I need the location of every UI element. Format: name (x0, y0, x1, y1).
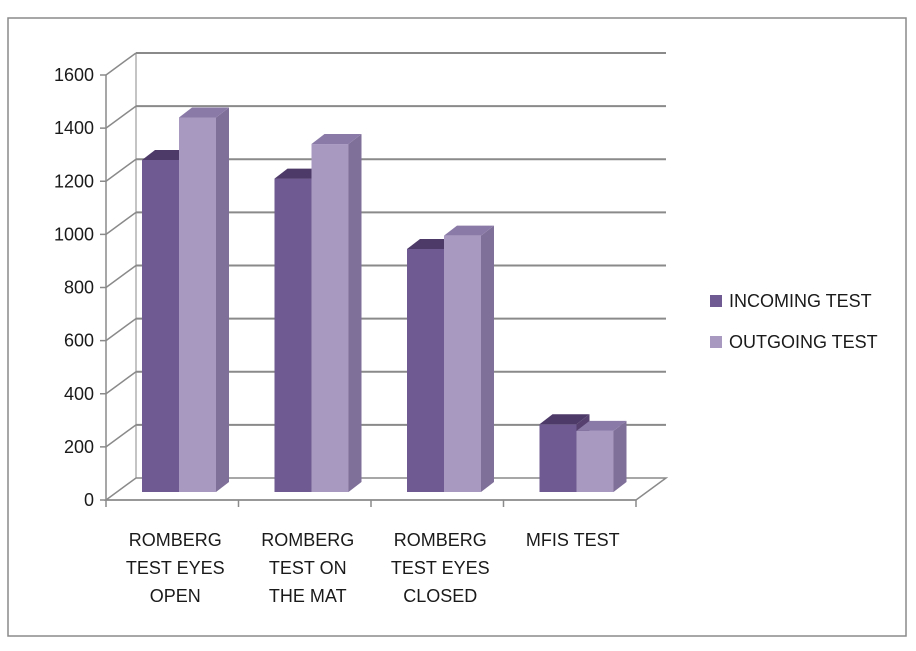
legend-label: OUTGOING TEST (729, 332, 878, 352)
y-tick-label: 800 (64, 278, 94, 298)
bar-top (179, 107, 229, 118)
x-tick-label: THE MAT (269, 586, 347, 606)
bar[interactable] (539, 424, 577, 492)
bar[interactable] (142, 159, 179, 492)
gridline-side (105, 424, 137, 448)
bar[interactable] (274, 178, 312, 492)
legend-swatch (710, 336, 722, 348)
bar[interactable] (179, 117, 216, 492)
y-tick-label: 1400 (54, 118, 94, 138)
x-tick-label: TEST EYES (391, 558, 490, 578)
y-tick-label: 1200 (54, 171, 94, 191)
bar[interactable] (311, 144, 349, 492)
gridline-side (105, 158, 137, 182)
gridline-side (105, 318, 137, 342)
y-tick-label: 1600 (54, 65, 94, 85)
x-tick-label: ROMBERG (129, 530, 222, 550)
gridline-side (105, 371, 137, 395)
x-tick-label: ROMBERG (261, 530, 354, 550)
bar-side (348, 134, 362, 492)
x-tick-label: TEST ON (269, 558, 347, 578)
y-tick-label: 0 (84, 490, 94, 510)
bar-top (311, 134, 362, 145)
bar-top (444, 225, 494, 236)
bar-side (613, 420, 627, 492)
x-tick-label: CLOSED (403, 586, 477, 606)
bar[interactable] (444, 235, 481, 492)
bar[interactable] (407, 248, 444, 492)
y-tick-label: 200 (64, 437, 94, 457)
bar-side (216, 107, 229, 492)
bar-side (481, 225, 494, 492)
y-tick-label: 400 (64, 384, 94, 404)
x-tick-label: TEST EYES (126, 558, 225, 578)
x-tick-label: MFIS TEST (526, 530, 620, 550)
bar[interactable] (576, 430, 614, 492)
legend-label: INCOMING TEST (729, 291, 872, 311)
gridline-side (105, 264, 137, 289)
gridline-side (105, 211, 137, 235)
y-tick-label: 1000 (54, 224, 94, 244)
bar-top (539, 414, 590, 425)
gridline-side (105, 105, 137, 129)
y-tick-label: 600 (64, 331, 94, 351)
legend-swatch (710, 295, 722, 307)
x-tick-label: ROMBERG (394, 530, 487, 550)
x-tick-label: OPEN (150, 586, 201, 606)
gridline-side (105, 52, 137, 76)
bar-top (576, 420, 627, 431)
